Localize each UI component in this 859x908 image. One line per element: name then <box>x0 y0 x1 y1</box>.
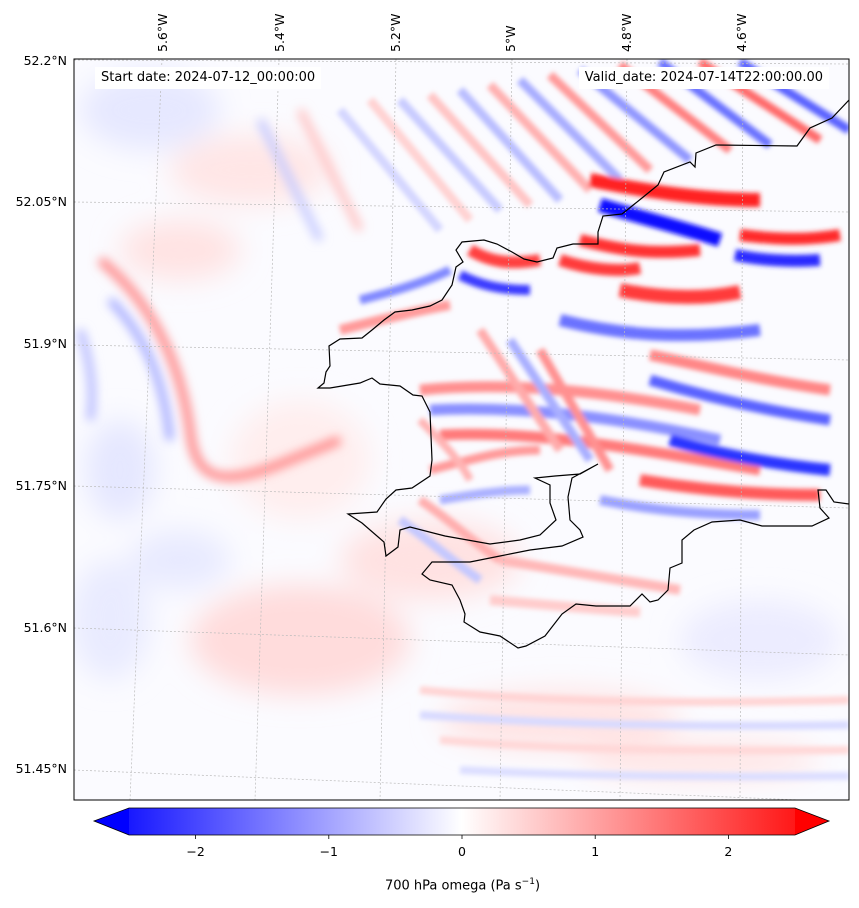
lon-tick-label: 5.2°W <box>388 14 403 53</box>
lon-tick-label: 4.8°W <box>619 14 634 53</box>
colorbar-extend-low <box>94 808 129 835</box>
colorbar-title-end: ) <box>534 878 541 894</box>
colorbar-tick-label: 2 <box>724 844 732 859</box>
colorbar: −2 −1 0 1 2 <box>92 807 831 859</box>
lon-tick-label: 5.6°W <box>155 14 170 53</box>
lat-tick-label: 51.9°N <box>24 336 67 351</box>
colorbar-tick-label: 0 <box>458 844 466 859</box>
coastline <box>316 99 849 649</box>
valid-date-annotation: Valid_date: 2024-07-14T22:00:00.00 <box>578 67 829 89</box>
colorbar-tick-label: −2 <box>186 844 204 859</box>
lon-tick-labels: 5.6°W 5.4°W 5.2°W 5°W 4.8°W 4.6°W <box>155 14 749 53</box>
colorbar-title-exponent: −1 <box>521 877 535 887</box>
colorbar-extend-high <box>795 808 829 835</box>
omega-field <box>74 59 849 800</box>
western-curved-band <box>76 108 364 482</box>
lon-tick-label: 5°W <box>503 25 518 52</box>
colorbar-tick-label: 1 <box>591 844 599 859</box>
lat-tick-label: 52.05°N <box>16 194 67 209</box>
lat-tick-label: 51.45°N <box>16 761 67 776</box>
lat-tick-label: 51.6°N <box>24 620 67 635</box>
colorbar-ticks: −2 −1 0 1 2 <box>186 835 732 859</box>
colorbar-fill <box>94 808 829 835</box>
colorbar-tick-label: −1 <box>320 844 338 859</box>
map-frame <box>73 58 850 801</box>
lat-tick-label: 52.2°N <box>24 53 67 68</box>
lat-tick-labels: 52.2°N 52.05°N 51.9°N 51.75°N 51.6°N 51.… <box>16 53 67 776</box>
lon-tick-label: 5.4°W <box>272 14 287 53</box>
lon-tick-label: 4.6°W <box>734 14 749 53</box>
gridlines <box>74 59 849 800</box>
wave-bands <box>336 59 849 781</box>
colorbar-title: 700 hPa omega (Pa s−1) <box>0 877 859 893</box>
colorbar-title-text: 700 hPa omega (Pa s <box>384 878 522 894</box>
lat-tick-label: 51.75°N <box>16 478 67 493</box>
colorbar-outline <box>92 807 831 836</box>
start-date-annotation: Start date: 2024-07-12_00:00:00 <box>95 67 322 89</box>
